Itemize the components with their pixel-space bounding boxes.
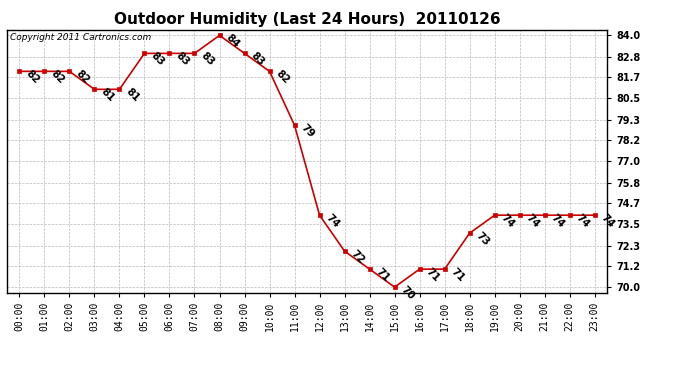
Text: 81: 81 <box>124 87 141 104</box>
Text: 84: 84 <box>224 33 241 50</box>
Text: 74: 74 <box>599 212 616 230</box>
Text: 82: 82 <box>74 69 91 86</box>
Text: 83: 83 <box>148 51 166 68</box>
Text: 73: 73 <box>474 230 491 248</box>
Text: 74: 74 <box>574 212 591 230</box>
Text: 74: 74 <box>524 212 542 230</box>
Text: 81: 81 <box>99 87 116 104</box>
Text: 72: 72 <box>348 248 366 266</box>
Text: Copyright 2011 Cartronics.com: Copyright 2011 Cartronics.com <box>10 33 151 42</box>
Text: 83: 83 <box>199 51 216 68</box>
Text: 83: 83 <box>248 51 266 68</box>
Text: 82: 82 <box>48 69 66 86</box>
Text: 79: 79 <box>299 123 316 140</box>
Text: 70: 70 <box>399 284 416 302</box>
Title: Outdoor Humidity (Last 24 Hours)  20110126: Outdoor Humidity (Last 24 Hours) 2011012… <box>114 12 500 27</box>
Text: 74: 74 <box>324 212 342 230</box>
Text: 74: 74 <box>499 212 516 230</box>
Text: 82: 82 <box>274 69 291 86</box>
Text: 82: 82 <box>23 69 41 86</box>
Text: 83: 83 <box>174 51 191 68</box>
Text: 71: 71 <box>448 266 466 284</box>
Text: 71: 71 <box>424 266 441 284</box>
Text: 74: 74 <box>549 212 566 230</box>
Text: 71: 71 <box>374 266 391 284</box>
